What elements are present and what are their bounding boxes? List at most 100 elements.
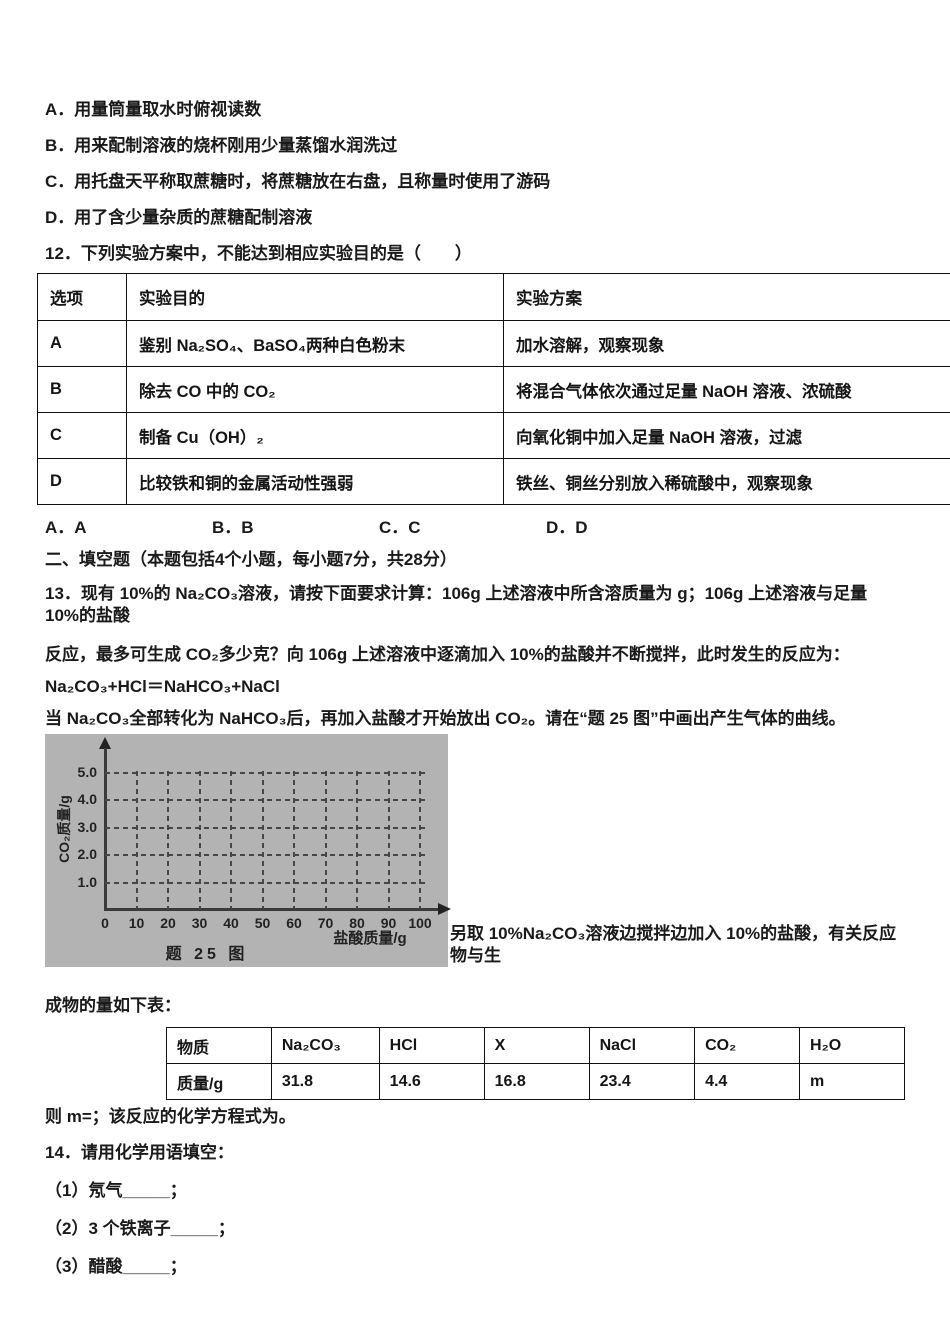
y-gridline (105, 881, 427, 884)
x-gridline (293, 771, 295, 909)
y-tick-label: 2.0 (77, 846, 97, 862)
table-cell: 除去 CO 中的 CO₂ (126, 366, 504, 413)
y-tick-label: 4.0 (77, 791, 97, 807)
y-axis-arrow-icon (99, 737, 111, 749)
table-cell: B (37, 366, 127, 413)
q13-line4: 当 Na₂CO₃全部转化为 NaHCO₃后，再加入盐酸才开始放出 CO₂。请在“… (45, 709, 846, 728)
table-cell: HCl (378, 1027, 485, 1064)
table-cell: C (37, 412, 127, 459)
table-cell: 16.8 (483, 1063, 590, 1100)
x-gridline (387, 771, 390, 909)
y-tick-label: 3.0 (77, 818, 97, 835)
header-cell: 选项 (37, 273, 127, 321)
table-cell: 4.4 (694, 1063, 801, 1100)
q12-experiment-table: 选项 实验目的 实验方案 A 鉴别 Na₂SO₄、BaSO₄两种白色粉末 加水溶… (37, 273, 950, 505)
q13-line7: 则 m=；该反应的化学方程式为。 (45, 1107, 296, 1126)
x-tick-label: 40 (223, 915, 239, 931)
table-cell: H₂O (799, 1027, 905, 1064)
table-cell: 14.6 (378, 1063, 485, 1100)
table-cell: 物质 (166, 1027, 272, 1064)
x-gridline (324, 771, 327, 909)
answer-option-d: D．D (546, 518, 588, 537)
q12-answer-row: A．A B．B C．C D．D (45, 517, 905, 539)
table-cell: m (799, 1063, 905, 1100)
x-tick-label: 30 (191, 915, 208, 931)
q13-line2: 反应，最多可生成 CO₂多少克？向 106g 上述溶液中逐滴加入 10%的盐酸并… (45, 645, 850, 664)
table-cell: CO₂ (694, 1027, 801, 1064)
table-cell: 将混合气体依次通过足量 NaOH 溶液、浓硫酸 (503, 366, 950, 413)
table-cell: 鉴别 Na₂SO₄、BaSO₄两种白色粉末 (126, 320, 504, 367)
x-axis-arrow-icon (438, 903, 451, 915)
section2-title: 二、填空题（本题包括4个小题，每小题7分，共28分） (45, 550, 457, 569)
answer-option-b: B．B (212, 518, 254, 537)
figure-caption: 题 25 图 (165, 946, 249, 963)
q14-item-1: （1）氖气_____； (45, 1181, 187, 1200)
figure-and-text-row: CO₂质量/g 盐酸质量/g 题 25 图 1.0 2.0 3.0 4.0 5.0 0 10… (45, 734, 905, 967)
table-cell: A (37, 320, 127, 367)
table-cell: 比较铁和铜的金属活动性强弱 (126, 458, 504, 505)
q14-prompt: 14．请用化学用语填空： (45, 1143, 234, 1162)
x-tick-label: 80 (349, 915, 365, 931)
q14-item-2: （2）3 个铁离子_____； (45, 1219, 235, 1238)
q13-line6: 成物的量如下表： (45, 996, 181, 1015)
table-cell: 加水溶解，观察现象 (503, 320, 950, 367)
table-row: 物质 Na₂CO₃ HCl X NaCl CO₂ H₂O (166, 1027, 905, 1064)
table-row: D 比较铁和铜的金属活动性强弱 铁丝、铜丝分别放入稀硫酸中，观察现象 (37, 458, 950, 505)
answer-option-a: A．A (45, 518, 87, 537)
header-cell: 实验方案 (503, 273, 950, 321)
q11-option-d: D．用了含少量杂质的蔗糖配制溶液 (45, 208, 313, 227)
table-row: B 除去 CO 中的 CO₂ 将混合气体依次通过足量 NaOH 溶液、浓硫酸 (37, 366, 950, 413)
x-tick-label: 100 (408, 915, 432, 931)
x-gridline (167, 771, 169, 909)
q11-option-a: A．用量筒量取水时俯视读数 (45, 100, 262, 119)
y-gridline (105, 854, 427, 856)
x-tick-label: 10 (128, 915, 145, 931)
y-gridline (105, 799, 427, 801)
x-tick-label: 0 (101, 915, 109, 931)
q13-equation: Na₂CO₃+HCl＝NaHCO₃+NaCl (45, 677, 280, 696)
table-cell: D (37, 458, 127, 505)
x-gridline (261, 771, 264, 909)
header-cell: 实验目的 (126, 273, 504, 321)
x-axis-label: 盐酸质量/g (333, 930, 407, 947)
x-gridline (198, 771, 201, 909)
y-tick-label: 5.0 (77, 763, 97, 780)
x-tick-label: 20 (160, 915, 176, 931)
x-tick-label: 90 (380, 915, 397, 931)
answer-option-c: C．C (379, 518, 421, 537)
q12-prompt: 12．下列实验方案中，不能达到相应实验目的是（ ） (45, 244, 472, 263)
table-cell: 23.4 (588, 1063, 696, 1100)
y-gridline (105, 771, 427, 774)
table-row: C 制备 Cu（OH）₂ 向氧化铜中加入足量 NaOH 溶液，过滤 (37, 412, 950, 459)
q13-line5: 另取 10%Na₂CO₃溶液边搅拌边加入 10%的盐酸，有关反应物与生 (450, 924, 897, 965)
y-tick-label: 1.0 (77, 873, 97, 890)
x-gridline (356, 771, 358, 909)
q11-option-b: B．用来配制溶液的烧杯刚用少量蒸馏水润洗过 (45, 136, 398, 155)
x-gridline (230, 771, 232, 909)
table-row: 质量/g 31.8 14.6 16.8 23.4 4.4 m (166, 1063, 905, 1100)
table-cell: X (483, 1027, 590, 1064)
q14-item-3: （3）醋酸_____； (45, 1257, 187, 1276)
x-gridline (419, 771, 421, 909)
x-tick-label: 60 (286, 915, 302, 931)
table-row: A 鉴别 Na₂SO₄、BaSO₄两种白色粉末 加水溶解，观察现象 (37, 320, 950, 367)
y-gridline (105, 826, 427, 829)
q11-option-c: C．用托盘天平称取蔗糖时，将蔗糖放在右盘，且称量时使用了游码 (45, 172, 551, 191)
x-gridline (135, 771, 138, 909)
table-cell: 向氧化铜中加入足量 NaOH 溶液，过滤 (503, 412, 950, 459)
table-cell: 31.8 (270, 1063, 380, 1100)
table-header-row: 选项 实验目的 实验方案 (37, 273, 950, 321)
question-25-chart: CO₂质量/g 盐酸质量/g 题 25 图 1.0 2.0 3.0 4.0 5.0 0 10… (45, 734, 451, 967)
table-cell: 质量/g (166, 1063, 272, 1100)
y-axis (104, 748, 107, 911)
exam-page: A．用量筒量取水时俯视读数 B．用来配制溶液的烧杯刚用少量蒸馏水润洗过 C．用托… (37, 100, 950, 1276)
table-cell: 制备 Cu（OH）₂ (126, 412, 504, 459)
q13-line1: 13．现有 10%的 Na₂CO₃溶液，请按下面要求计算：106g 上述溶液中所… (45, 584, 868, 625)
x-axis (104, 908, 442, 911)
x-tick-label: 50 (254, 915, 271, 931)
q13-mass-table: 物质 Na₂CO₃ HCl X NaCl CO₂ H₂O 质量/g 31.8 1… (166, 1027, 905, 1100)
x-tick-label: 70 (317, 915, 334, 931)
table-cell: 铁丝、铜丝分别放入稀硫酸中，观察现象 (503, 458, 950, 505)
table-cell: NaCl (588, 1027, 696, 1064)
table-cell: Na₂CO₃ (270, 1027, 380, 1064)
